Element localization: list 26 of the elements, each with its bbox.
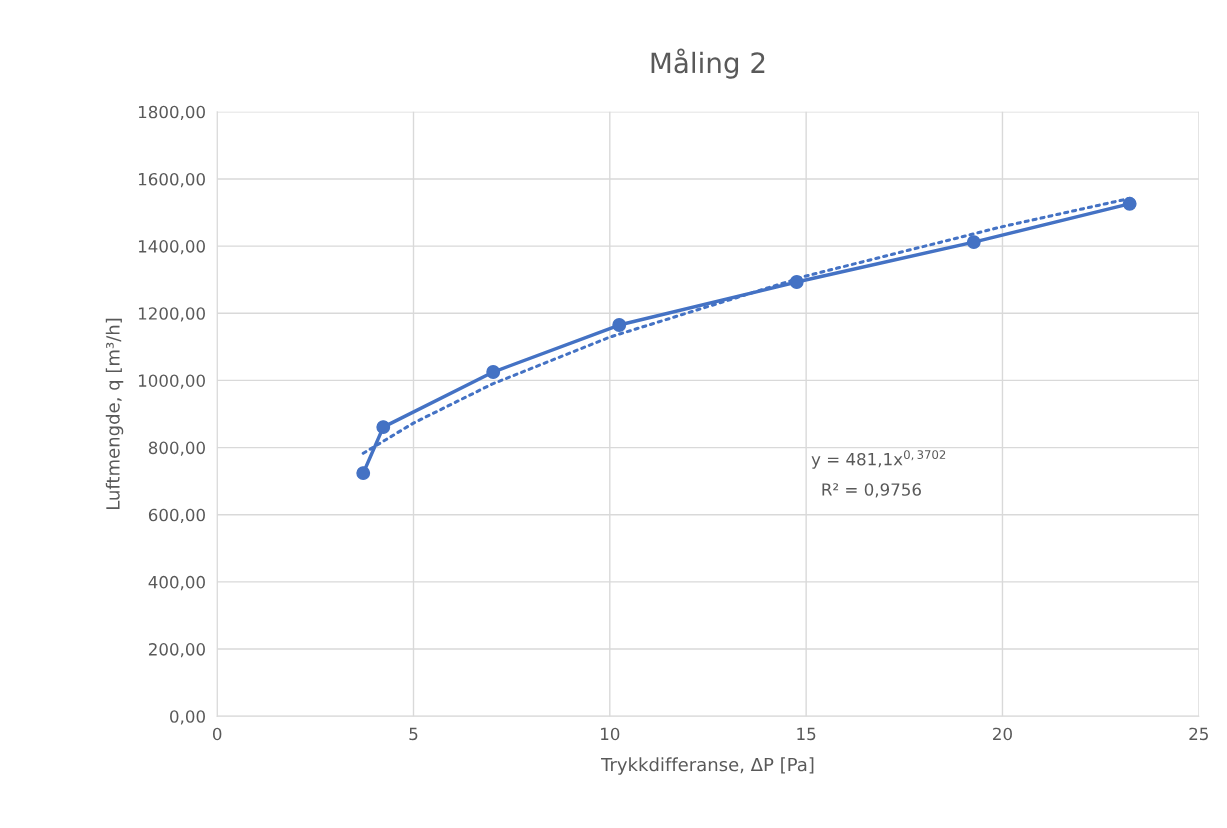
- point: [486, 365, 501, 379]
- chart-title: Måling 2: [651, 48, 765, 79]
- point: [612, 318, 627, 332]
- x-tick-label: 25: [1189, 727, 1208, 741]
- y-tick-label: 1200,00: [138, 307, 205, 322]
- point: [376, 420, 391, 435]
- x-tick-label: 20: [993, 727, 1012, 741]
- x-axis-title: Trykkdifferanse, ΔP [Pa]: [601, 757, 814, 775]
- x-tick-label: 0: [212, 727, 222, 741]
- y-tick-label: 600,00: [148, 508, 205, 524]
- point: [966, 235, 981, 250]
- x-tick-label: 10: [601, 727, 620, 741]
- y-tick-label: 1000,00: [138, 374, 205, 389]
- annotation: y = 481,1x$^{0,3702}$: [811, 450, 946, 469]
- y-tick-label: 1400,00: [138, 240, 205, 255]
- y-tick-label: 400,00: [148, 575, 205, 591]
- y-tick-label: 0,00: [170, 710, 205, 725]
- y-tick-label: 1800,00: [138, 105, 205, 121]
- y-tick-label: 1600,00: [138, 172, 205, 188]
- y-axis-title: Luftmengde, q [m³/h]: [105, 318, 124, 510]
- point: [356, 466, 371, 481]
- y-tick-label: 200,00: [148, 643, 205, 658]
- x-tick-label: 15: [797, 727, 816, 741]
- annotation: R² = 0,9756: [822, 483, 921, 498]
- x-tick-label: 5: [409, 727, 418, 741]
- y-tick-label: 800,00: [148, 441, 205, 456]
